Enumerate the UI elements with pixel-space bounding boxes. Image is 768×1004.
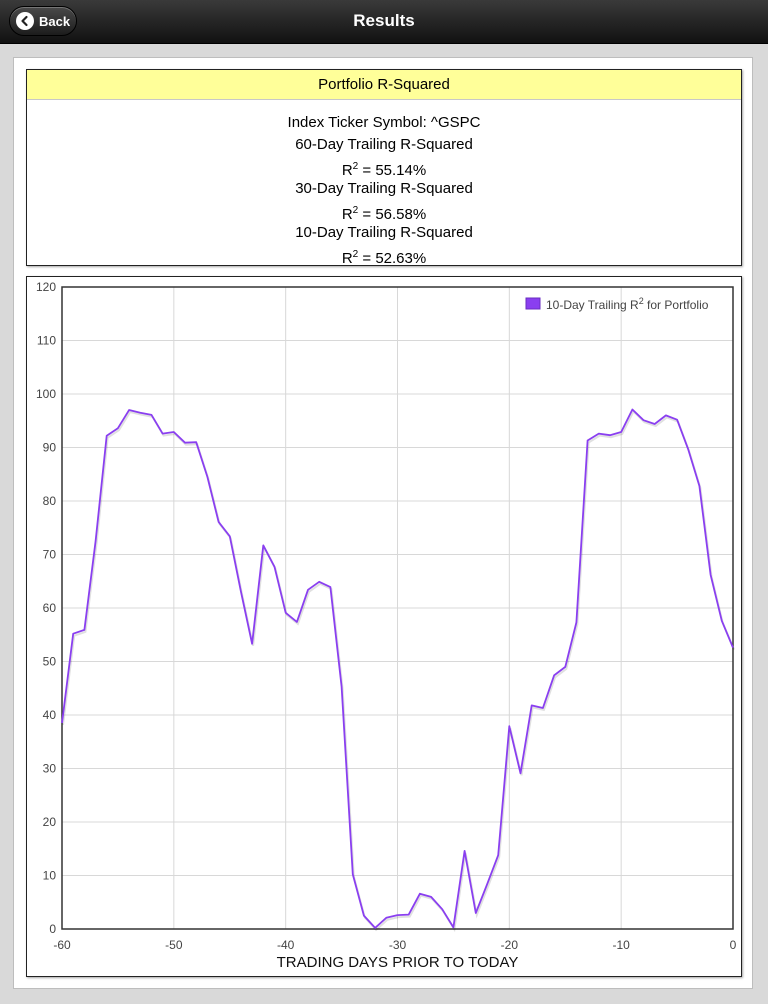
series-line-shadow bbox=[62, 409, 735, 933]
chart-panel: 0 10 20 30 40 50 60 70 80 90 100 110 120 -60 -50 -40 -30… bbox=[26, 276, 742, 977]
back-arrow-icon bbox=[16, 12, 34, 30]
back-button-label: Back bbox=[39, 14, 71, 29]
plot-area-frame bbox=[61, 286, 734, 930]
x-axis-label: TRADING DAYS PRIOR TO TODAY bbox=[277, 954, 519, 971]
x-tick-label: -60 bbox=[53, 938, 71, 952]
legend-label: 10-Day Trailing R2 for Portfolio bbox=[546, 296, 709, 312]
series-line bbox=[61, 408, 734, 929]
y-tick-label: 100 bbox=[36, 387, 56, 401]
y-tick-label: 110 bbox=[37, 334, 56, 348]
x-tick-label: -20 bbox=[501, 938, 519, 952]
r-squared-line-chart: 0 10 20 30 40 50 60 70 80 90 100 110 120 -60 -50 -40 -30… bbox=[36, 280, 737, 971]
y-tick-label: 40 bbox=[43, 708, 57, 722]
r-squared-10-label: 10-Day Trailing R-Squared bbox=[295, 224, 473, 241]
navigation-bar: Back Results bbox=[0, 0, 768, 44]
r-squared-10-value: R2 = 52.63% bbox=[341, 249, 427, 267]
y-tick-label: 10 bbox=[43, 869, 57, 883]
r-squared-30-value: R2 = 56.58% bbox=[341, 205, 427, 223]
y-tick-label: 20 bbox=[43, 815, 57, 829]
y-tick-label: 30 bbox=[43, 762, 57, 776]
y-tick-label: 80 bbox=[43, 494, 57, 508]
summary-body: Index Ticker Symbol: ^GSPC 60-Day Traili… bbox=[27, 100, 741, 267]
x-tick-label: 0 bbox=[730, 938, 737, 952]
index-ticker-line: Index Ticker Symbol: ^GSPC bbox=[287, 114, 481, 131]
y-tick-label: 120 bbox=[36, 280, 56, 294]
y-tick-label: 50 bbox=[43, 655, 57, 669]
legend-swatch bbox=[525, 297, 541, 310]
y-tick-label: 70 bbox=[43, 548, 57, 562]
y-tick-label: 0 bbox=[49, 922, 56, 936]
r-squared-summary: Portfolio R-Squared Index Ticker Symbol:… bbox=[26, 69, 742, 267]
r-squared-60-value: R2 = 55.14% bbox=[341, 161, 427, 179]
x-tick-label: -30 bbox=[389, 938, 407, 952]
r-squared-30-label: 30-Day Trailing R-Squared bbox=[295, 180, 473, 197]
r-squared-60-label: 60-Day Trailing R-Squared bbox=[295, 136, 473, 153]
x-tick-label: -50 bbox=[165, 938, 183, 952]
page-title: Results bbox=[353, 11, 415, 30]
x-tick-label: -10 bbox=[612, 938, 630, 952]
back-button[interactable]: Back bbox=[9, 6, 77, 36]
y-tick-label: 90 bbox=[43, 441, 57, 455]
summary-title: Portfolio R-Squared bbox=[27, 70, 741, 100]
y-tick-label: 60 bbox=[43, 601, 57, 615]
x-tick-label: -40 bbox=[277, 938, 295, 952]
